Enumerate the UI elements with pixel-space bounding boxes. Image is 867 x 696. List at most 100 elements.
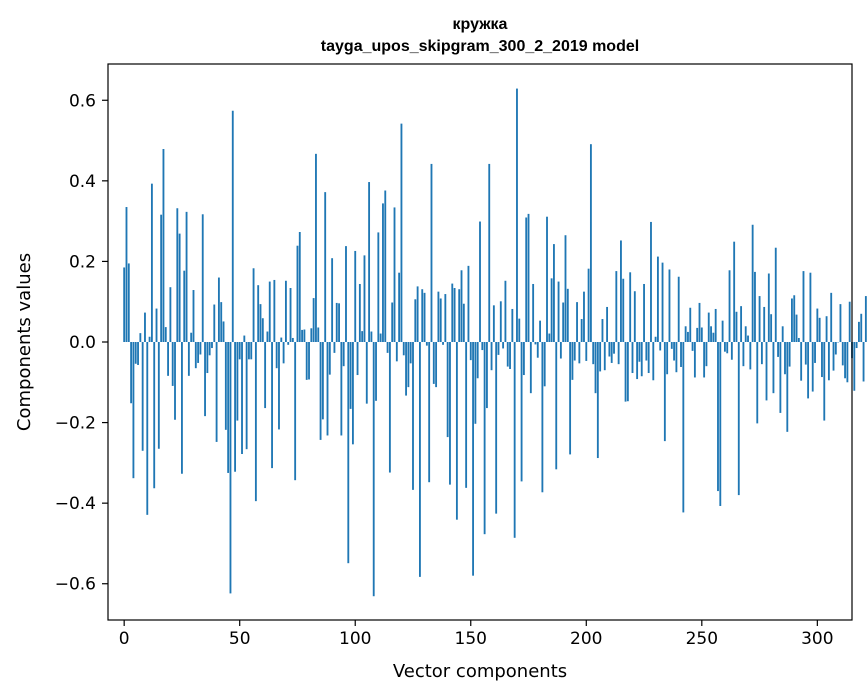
bar-198 xyxy=(580,319,583,342)
bar-46 xyxy=(229,342,232,594)
bar-75 xyxy=(296,245,299,342)
bar-294 xyxy=(802,271,805,342)
bar-298 xyxy=(811,342,814,392)
bar-235 xyxy=(666,342,669,375)
bar-55 xyxy=(250,342,253,360)
bar-262 xyxy=(728,270,731,342)
bar-16 xyxy=(160,214,163,342)
bar-194 xyxy=(571,342,574,380)
bar-97 xyxy=(347,342,350,564)
bar-50 xyxy=(238,342,241,360)
bar-78 xyxy=(303,329,306,342)
bar-288 xyxy=(788,342,791,367)
bar-119 xyxy=(398,272,401,342)
bar-157 xyxy=(486,342,488,409)
bar-98 xyxy=(349,342,352,409)
bar-66 xyxy=(275,342,278,369)
bar-3 xyxy=(130,342,133,404)
bar-71 xyxy=(287,342,290,345)
bar-130 xyxy=(423,292,426,342)
bar-240 xyxy=(677,276,680,342)
bar-321 xyxy=(864,296,867,342)
bar-106 xyxy=(368,182,371,342)
bar-47 xyxy=(231,110,234,342)
bar-28 xyxy=(187,342,190,376)
bar-250 xyxy=(700,327,703,342)
bar-318 xyxy=(858,321,860,342)
bar-104 xyxy=(363,255,366,342)
x-axis-ticks: 0 50 100 150 200 250 300 xyxy=(119,620,834,649)
bar-237 xyxy=(670,342,673,349)
bar-258 xyxy=(719,342,722,506)
bar-125 xyxy=(412,342,414,490)
bar-19 xyxy=(167,342,169,376)
bar-244 xyxy=(687,331,689,342)
bar-145 xyxy=(458,289,461,342)
bar-51 xyxy=(241,342,243,455)
bar-308 xyxy=(834,342,837,355)
bar-34 xyxy=(201,214,204,342)
bar-215 xyxy=(620,240,622,342)
bar-123 xyxy=(407,342,410,388)
bar-222 xyxy=(636,342,639,380)
bar-181 xyxy=(541,342,544,493)
bar-269 xyxy=(744,326,747,342)
bar-12 xyxy=(150,183,153,342)
bar-171 xyxy=(518,318,521,342)
y-tick-label: −0.4 xyxy=(55,494,96,514)
bar-133 xyxy=(430,163,433,342)
bar-32 xyxy=(197,342,200,363)
bar-41 xyxy=(217,277,220,342)
bar-225 xyxy=(643,283,645,342)
bar-259 xyxy=(721,320,724,342)
bar-91 xyxy=(333,342,336,353)
bar-255 xyxy=(712,332,715,342)
bar-128 xyxy=(419,342,421,577)
x-tick-label: 50 xyxy=(229,629,251,649)
bar-76 xyxy=(298,232,301,342)
bar-232 xyxy=(659,342,662,351)
bar-302 xyxy=(821,342,823,378)
bar-185 xyxy=(550,278,553,342)
bar-196 xyxy=(576,302,578,342)
bar-48 xyxy=(234,342,237,472)
bar-93 xyxy=(338,303,340,342)
bar-9 xyxy=(144,312,146,342)
bar-83 xyxy=(315,153,317,342)
bar-201 xyxy=(587,268,590,342)
bar-142 xyxy=(451,283,454,342)
bar-0 xyxy=(123,267,126,342)
bar-277 xyxy=(763,306,766,342)
bar-173 xyxy=(522,342,525,376)
bar-265 xyxy=(735,311,738,342)
bar-10 xyxy=(146,342,149,515)
bar-301 xyxy=(818,317,821,342)
bar-45 xyxy=(227,342,230,473)
bar-56 xyxy=(252,268,255,342)
bar-279 xyxy=(767,273,770,342)
bar-5 xyxy=(134,342,137,364)
bar-63 xyxy=(268,281,271,342)
bar-272 xyxy=(751,224,754,342)
bar-319 xyxy=(860,313,863,342)
bar-154 xyxy=(479,221,481,342)
y-tick-label: 0.6 xyxy=(69,91,96,111)
bar-200 xyxy=(585,342,588,361)
bar-245 xyxy=(689,307,692,342)
bar-287 xyxy=(786,342,789,432)
bar-103 xyxy=(361,331,364,342)
bar-85 xyxy=(319,342,322,440)
bar-59 xyxy=(259,304,262,342)
bar-305 xyxy=(827,342,830,381)
bar-150 xyxy=(469,342,472,361)
bar-101 xyxy=(356,342,359,376)
bar-44 xyxy=(224,342,227,430)
bar-86 xyxy=(321,342,324,420)
bar-257 xyxy=(717,342,719,492)
bar-275 xyxy=(758,296,761,342)
bar-260 xyxy=(723,342,726,352)
bar-313 xyxy=(846,342,849,383)
bar-263 xyxy=(730,342,733,360)
bar-49 xyxy=(236,342,239,421)
bar-22 xyxy=(174,342,176,420)
